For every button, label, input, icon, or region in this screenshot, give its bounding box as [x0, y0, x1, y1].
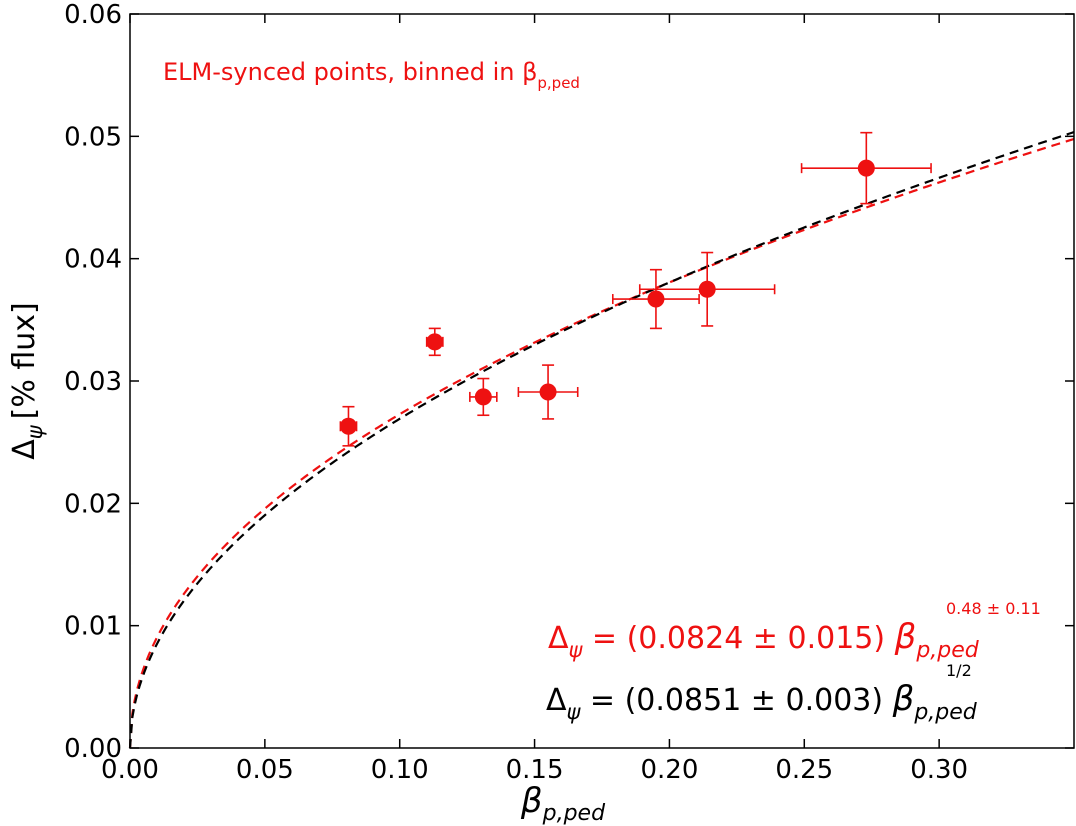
- fit-label-black-exponent: 1/2: [946, 661, 972, 680]
- annotation-top-sub: p,ped: [537, 74, 580, 92]
- fit-label-red-lhs: Δ: [548, 621, 569, 656]
- tick-labels: 0.00 0.05 0.10 0.15 0.20 0.25 0.30 0.00 0.01 0.02…: [64, 0, 968, 785]
- fit-label-red-beta-sub: p,ped: [915, 638, 979, 663]
- fit-label-black-lhs-sub: ψ: [567, 700, 582, 724]
- fit-label-red-lhs-sub: ψ: [569, 638, 584, 662]
- y-tick-label: 0.01: [64, 612, 122, 642]
- x-tick-label: 0.25: [775, 755, 833, 785]
- data-points: [339, 159, 875, 435]
- x-tick-label: 0.20: [640, 755, 698, 785]
- x-tick-label: 0.15: [506, 755, 564, 785]
- fit-curves: [128, 131, 1075, 749]
- annotation-top-text: ELM-synced points, binned in β: [163, 58, 537, 86]
- fit-label-black-lhs: Δ: [546, 683, 567, 718]
- y-tick-label: 0.04: [64, 245, 122, 275]
- fit-label-red: Δψ = (0.0824 ± 0.015) βp,ped: [548, 617, 980, 663]
- y-axis-title-units: [% flux]: [7, 302, 42, 419]
- fit-label-black-eq: = (0.0851 ± 0.003): [580, 683, 892, 718]
- error-bars: [339, 131, 932, 447]
- axis-ticks: [129, 13, 1074, 749]
- data-point: [426, 333, 444, 351]
- data-point: [698, 280, 716, 298]
- y-axis-title-sub: ψ: [23, 424, 47, 439]
- fit-label-black-beta-sub: p,ped: [913, 700, 977, 725]
- y-tick-label: 0.03: [64, 367, 122, 397]
- fit-line-red: [128, 137, 1075, 749]
- y-axis-title-symbol: Δ: [7, 439, 42, 460]
- data-point: [539, 383, 557, 401]
- y-tick-label: 0.00: [64, 734, 122, 764]
- data-point: [647, 290, 665, 308]
- fit-label-red-exponent: 0.48 ± 0.11: [946, 599, 1041, 618]
- fit-line-black: [128, 131, 1075, 749]
- fit-label-black-beta: β: [892, 679, 915, 719]
- x-tick-label: 0.10: [371, 755, 429, 785]
- x-tick-label: 0.05: [236, 755, 294, 785]
- y-tick-label: 0.06: [64, 0, 122, 30]
- x-axis-title-symbol: β: [520, 781, 543, 821]
- y-tick-label: 0.02: [64, 489, 122, 519]
- data-point: [474, 388, 492, 406]
- x-tick-label: 0.00: [101, 755, 159, 785]
- x-axis-title-sub: p,ped: [542, 801, 606, 826]
- x-tick-label: 0.30: [910, 755, 968, 785]
- fit-label-red-beta: β: [894, 617, 917, 657]
- data-point: [339, 417, 357, 435]
- y-tick-label: 0.05: [64, 122, 122, 152]
- fit-label-black: Δψ = (0.0851 ± 0.003) βp,ped: [546, 679, 978, 725]
- y-axis-title: Δψ [% flux]: [7, 302, 47, 460]
- data-point: [857, 159, 875, 177]
- annotation-top: ELM-synced points, binned in βp,ped: [163, 58, 580, 92]
- fit-label-red-eq: = (0.0824 ± 0.015): [582, 621, 894, 656]
- x-axis-title: βp,ped: [520, 781, 606, 826]
